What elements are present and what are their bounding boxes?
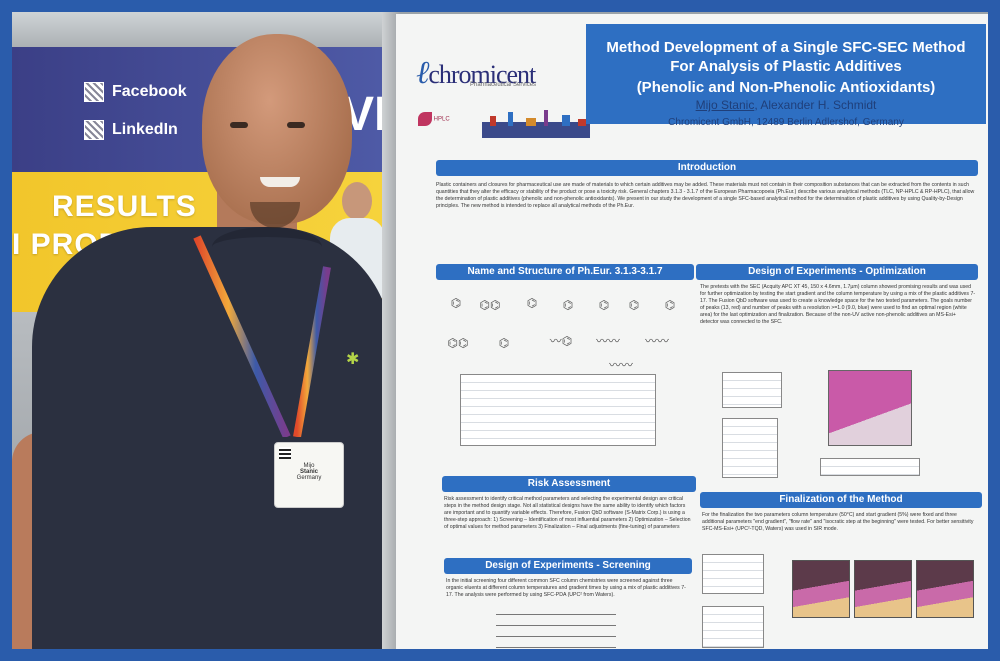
qr-code-icon bbox=[84, 120, 104, 140]
badge-country: Germany bbox=[296, 475, 322, 481]
shirt-logo-icon: ✱ bbox=[346, 351, 360, 368]
finalization-text: For the finalization the two parameters … bbox=[702, 512, 974, 532]
left-eye bbox=[230, 122, 248, 128]
social-linkedin: LinkedIn bbox=[84, 120, 178, 140]
poster-title-line2: For Analysis of Plastic Additives bbox=[670, 58, 902, 75]
risk-assessment-text: Risk assessment to identify critical met… bbox=[444, 496, 691, 530]
structure-icon: 〰⌬ bbox=[549, 334, 573, 348]
right-eye bbox=[287, 122, 305, 128]
logo-subtitle: Pharmaceutical Services bbox=[470, 82, 537, 88]
facebook-label: Facebook bbox=[112, 83, 187, 100]
lanyard bbox=[193, 235, 331, 437]
doe-screening-text: In the initial screening four different … bbox=[446, 578, 686, 598]
section-introduction-header: Introduction bbox=[436, 160, 978, 176]
chromicent-logo-mark-icon: ℓ bbox=[416, 54, 429, 90]
structure-icon: ⌬ bbox=[526, 296, 538, 310]
presenting-author: Mijo Stanic bbox=[695, 98, 755, 112]
social-facebook: Facebook bbox=[84, 82, 187, 102]
knowledge-space-plot bbox=[828, 370, 912, 446]
shirt-collar bbox=[212, 227, 322, 267]
hplc-logo: HPLC bbox=[418, 112, 466, 136]
scientific-poster: ℓchromicent Pharmaceutical Services HPLC… bbox=[396, 14, 988, 649]
structure-icon: ⌬ bbox=[598, 298, 610, 312]
poster-stand bbox=[382, 12, 400, 649]
hplc-label: HPLC bbox=[433, 116, 450, 123]
structure-icon: ⌬ bbox=[498, 336, 510, 350]
section-names-header: Name and Structure of Ph.Eur. 3.1.3-3.1.… bbox=[436, 264, 694, 280]
results-table bbox=[722, 418, 778, 478]
qr-code-icon bbox=[84, 82, 104, 102]
qr-code-icon bbox=[279, 447, 291, 459]
poster-title-line1: Method Development of a Single SFC-SEC M… bbox=[606, 39, 966, 56]
structure-icon: ⌬⌬ bbox=[447, 336, 469, 350]
section-doe-screening-header: Design of Experiments - Screening bbox=[444, 558, 692, 574]
doe-optimization-text: The pretests with the SEC (Acquity APC X… bbox=[700, 284, 976, 325]
final-plot-2 bbox=[854, 560, 912, 618]
final-plot-3 bbox=[916, 560, 974, 618]
final-params-table bbox=[702, 554, 764, 594]
structure-icon: 〰〰 bbox=[608, 358, 633, 372]
badge-last-name: Stanic bbox=[299, 469, 318, 475]
structure-icon: 〰〰 bbox=[595, 334, 620, 348]
poster-affiliation: Chromicent GmbH, 12489 Berlin Adlershof,… bbox=[668, 117, 904, 128]
head bbox=[202, 34, 352, 224]
structure-icon: ⌬ bbox=[664, 298, 676, 312]
banner-text-results: RESULTS bbox=[52, 190, 197, 223]
photo: Facebook LinkedIn VI RESULTS I PRODUCI ✱ bbox=[12, 12, 988, 649]
section-finalization-header: Finalization of the Method bbox=[700, 492, 982, 508]
structure-icon: ⌬ bbox=[450, 296, 462, 310]
chromatogram bbox=[496, 604, 616, 649]
structure-icon: ⌬ bbox=[628, 298, 640, 312]
experiment-table bbox=[722, 372, 782, 408]
city-skyline-icon bbox=[482, 110, 590, 138]
badge-first-name: Mijo bbox=[303, 463, 315, 469]
section-risk-header: Risk Assessment bbox=[442, 476, 696, 492]
name-badge: Mijo Stanic Germany bbox=[274, 442, 344, 508]
co-author: , Alexander H. Schmidt bbox=[754, 98, 877, 112]
linkedin-label: LinkedIn bbox=[112, 121, 178, 138]
poster-title-line3: (Phenolic and Non-Phenolic Antioxidants) bbox=[636, 79, 936, 96]
optimum-table bbox=[820, 458, 920, 476]
structure-icon: ⌬⌬ bbox=[479, 298, 501, 312]
polo-shirt bbox=[32, 227, 392, 649]
poster-title-box: Method Development of a Single SFC-SEC M… bbox=[586, 24, 986, 124]
chromicent-logo: ℓchromicent bbox=[416, 54, 536, 91]
structure-icon: ⌬ bbox=[562, 298, 574, 312]
logo-text: chromicent bbox=[428, 60, 536, 89]
final-results-table bbox=[702, 606, 764, 648]
section-doe-optimization-header: Design of Experiments - Optimization bbox=[696, 264, 978, 280]
structure-icon: 〰〰 bbox=[644, 334, 669, 348]
smile bbox=[260, 177, 300, 187]
poster-authors: Mijo Stanic, Alexander H. Schmidt bbox=[586, 98, 986, 112]
introduction-text: Plastic containers and closures for phar… bbox=[436, 182, 975, 209]
ceiling bbox=[12, 12, 392, 52]
final-plot-1 bbox=[792, 560, 850, 618]
additives-table bbox=[460, 374, 656, 446]
hplc-logo-icon bbox=[418, 112, 432, 126]
